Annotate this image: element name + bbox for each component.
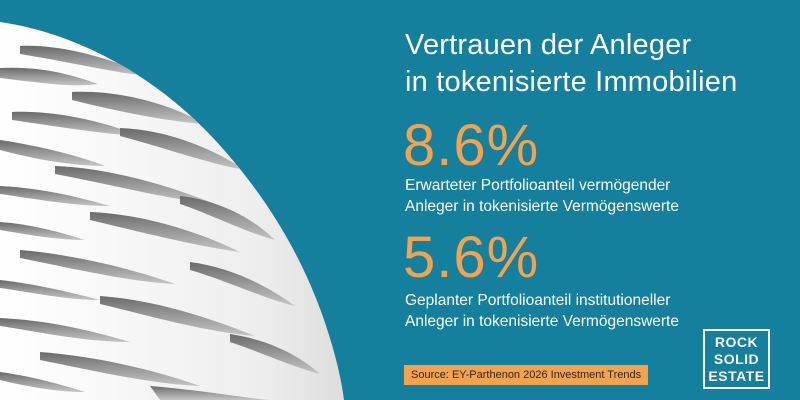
stat-description-wealthy-investors: Erwarteter Portfolioanteil vermögender A… xyxy=(405,177,679,215)
logo-line: ROCK xyxy=(714,333,759,350)
building-facade-image xyxy=(0,22,344,400)
logo-line: SOLID xyxy=(713,350,760,367)
stat-value-institutional-investors: 5.6% xyxy=(403,225,540,290)
stat-description-institutional-investors: Geplanter Portfolioanteil institutionell… xyxy=(405,292,679,330)
source-badge: Source: EY-Parthenon 2026 Investment Tre… xyxy=(404,365,649,385)
headline: Vertrauen der Anleger in tokenisierte Im… xyxy=(405,29,738,98)
logo-line: ESTATE xyxy=(708,367,765,384)
stat-value-wealthy-investors: 8.6% xyxy=(403,113,540,178)
rock-solid-estate-logo: ROCK SOLID ESTATE xyxy=(703,329,770,389)
